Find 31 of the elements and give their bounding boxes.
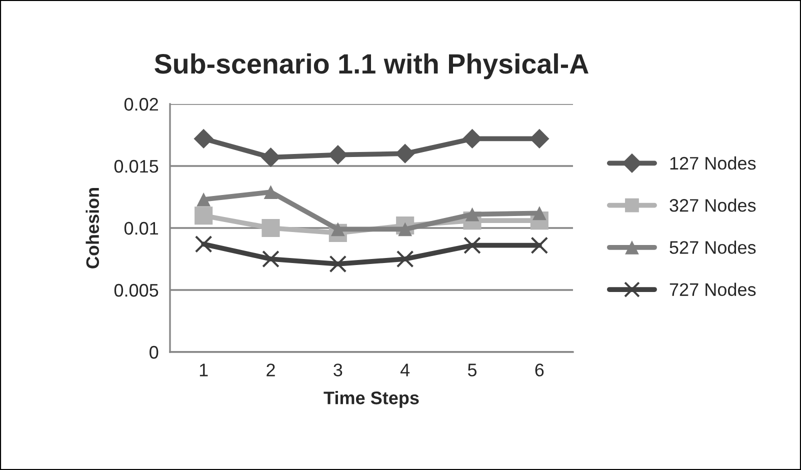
y-tick-label: 0.01	[124, 222, 158, 235]
y-tick-label: 0.005	[114, 284, 158, 297]
y-tick-label: 0	[150, 346, 158, 359]
x-axis-title: Time Steps	[324, 391, 419, 408]
legend-label: 727 Nodes	[670, 282, 756, 296]
x-tick-label: 5	[468, 364, 477, 376]
point	[530, 236, 548, 254]
point	[196, 192, 211, 206]
x-tick-label: 6	[535, 364, 544, 376]
x-tick-label: 1	[200, 364, 208, 376]
legend-label: 327 Nodes	[670, 198, 756, 212]
y-tick-label: 0.015	[114, 160, 158, 173]
point	[194, 235, 212, 253]
legend-label: 527 Nodes	[670, 240, 756, 254]
point	[264, 185, 278, 199]
x-tick-label: 3	[334, 364, 342, 376]
point	[464, 236, 481, 254]
point	[262, 250, 280, 268]
point	[194, 128, 214, 149]
y-tick-label: 0.02	[124, 98, 158, 111]
chart-title: Sub-scenario 1.1 with Physical-A	[154, 53, 588, 80]
x-tick-label: 2	[266, 364, 275, 376]
point	[396, 250, 414, 268]
y-axis-title: Cohesion	[86, 188, 100, 268]
point	[532, 206, 546, 220]
point	[194, 206, 213, 225]
legend-label: 127 Nodes	[670, 156, 756, 170]
x-tick-label: 4	[400, 364, 410, 376]
point	[260, 148, 281, 168]
point	[329, 255, 347, 273]
point	[262, 218, 280, 238]
